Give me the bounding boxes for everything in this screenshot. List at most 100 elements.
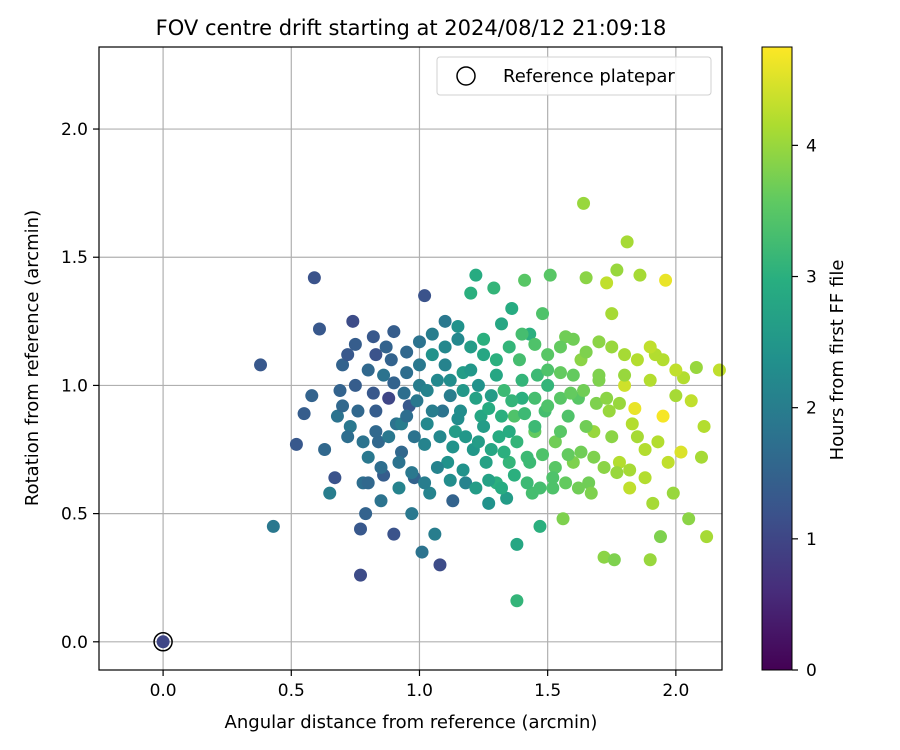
- data-point: [484, 443, 498, 457]
- data-point: [579, 419, 593, 433]
- data-point: [312, 322, 326, 336]
- data-point: [589, 396, 603, 410]
- data-point: [659, 273, 673, 287]
- data-point: [397, 386, 411, 400]
- data-point: [341, 348, 355, 362]
- data-point: [582, 476, 596, 490]
- data-point: [500, 491, 514, 505]
- colorbar-ticks: 0 1 2 3 4: [792, 136, 817, 681]
- data-point: [492, 430, 506, 444]
- data-point: [348, 337, 362, 351]
- data-point: [605, 307, 619, 321]
- data-point: [341, 430, 355, 444]
- data-point: [387, 325, 401, 339]
- data-point: [566, 332, 580, 346]
- data-point: [369, 348, 383, 362]
- data-point: [587, 450, 601, 464]
- data-point: [541, 378, 555, 392]
- data-point: [712, 363, 726, 377]
- x-tick-label: 1.0: [406, 681, 433, 701]
- data-point: [369, 425, 383, 439]
- data-point: [502, 425, 516, 439]
- data-point: [605, 340, 619, 354]
- data-point: [536, 448, 550, 462]
- data-point: [618, 348, 632, 362]
- data-point: [518, 407, 532, 421]
- data-point: [400, 409, 414, 423]
- data-point: [451, 319, 465, 333]
- x-tick-label: 0.0: [150, 681, 177, 701]
- data-point: [605, 430, 619, 444]
- data-point: [418, 289, 432, 303]
- data-point: [425, 327, 439, 341]
- data-point: [354, 522, 368, 536]
- data-point: [428, 527, 442, 541]
- data-point: [395, 445, 409, 459]
- y-axis-ticks: 0.0 0.5 1.0 1.5 2.0: [61, 120, 99, 653]
- data-point: [489, 353, 503, 367]
- data-point: [530, 368, 544, 382]
- data-point: [438, 314, 452, 328]
- data-point: [443, 389, 457, 403]
- data-point: [307, 271, 321, 285]
- data-point: [482, 496, 496, 510]
- data-point: [684, 394, 698, 408]
- data-point: [305, 389, 319, 403]
- data-point: [359, 507, 373, 521]
- data-point: [425, 404, 439, 418]
- plot-background: [99, 47, 722, 670]
- data-point: [512, 353, 526, 367]
- data-point: [412, 358, 426, 372]
- data-point: [471, 378, 485, 392]
- data-point: [571, 481, 585, 495]
- data-point: [346, 314, 360, 328]
- data-point: [495, 317, 509, 331]
- data-point: [446, 494, 460, 508]
- x-axis-ticks: 0.0 0.5 1.0 1.5 2.0: [150, 670, 689, 701]
- data-point: [610, 466, 624, 480]
- data-point: [523, 455, 537, 469]
- data-point: [323, 486, 337, 500]
- data-point: [356, 435, 370, 449]
- chart-title: FOV centre drift starting at 2024/08/12 …: [156, 16, 667, 40]
- colorbar-label: Hours from first FF file: [827, 260, 848, 461]
- data-point: [371, 435, 385, 449]
- data-point: [507, 409, 521, 423]
- data-point: [469, 268, 483, 282]
- data-point: [330, 409, 344, 423]
- data-point: [387, 527, 401, 541]
- x-tick-label: 1.5: [534, 681, 561, 701]
- data-point: [456, 463, 470, 477]
- data-point: [423, 486, 437, 500]
- data-point: [618, 368, 632, 382]
- data-point: [351, 404, 365, 418]
- legend-label: Reference platepar: [503, 66, 675, 87]
- data-point: [646, 496, 660, 510]
- x-axis-title: Angular distance from reference (arcmin): [225, 712, 598, 733]
- data-point: [448, 425, 462, 439]
- data-point: [289, 437, 303, 451]
- data-point: [443, 373, 457, 387]
- data-point: [528, 419, 542, 433]
- data-point: [433, 430, 447, 444]
- data-point: [489, 368, 503, 382]
- data-point: [656, 353, 670, 367]
- reference-platepar-marker: [153, 632, 173, 652]
- data-point: [579, 345, 593, 359]
- data-point: [505, 394, 519, 408]
- data-point: [541, 399, 555, 413]
- data-point: [694, 450, 708, 464]
- data-point: [536, 307, 550, 321]
- data-point: [430, 373, 444, 387]
- data-point: [564, 386, 578, 400]
- data-point: [612, 396, 626, 410]
- data-point: [561, 448, 575, 462]
- y-tick-label: 0.5: [61, 505, 88, 525]
- data-point: [697, 419, 711, 433]
- data-point: [254, 358, 268, 372]
- data-point: [584, 486, 598, 500]
- data-point: [464, 363, 478, 377]
- data-point: [669, 389, 683, 403]
- colorbar-tick-label: 0: [806, 661, 817, 681]
- colorbar-tick-label: 2: [806, 399, 817, 419]
